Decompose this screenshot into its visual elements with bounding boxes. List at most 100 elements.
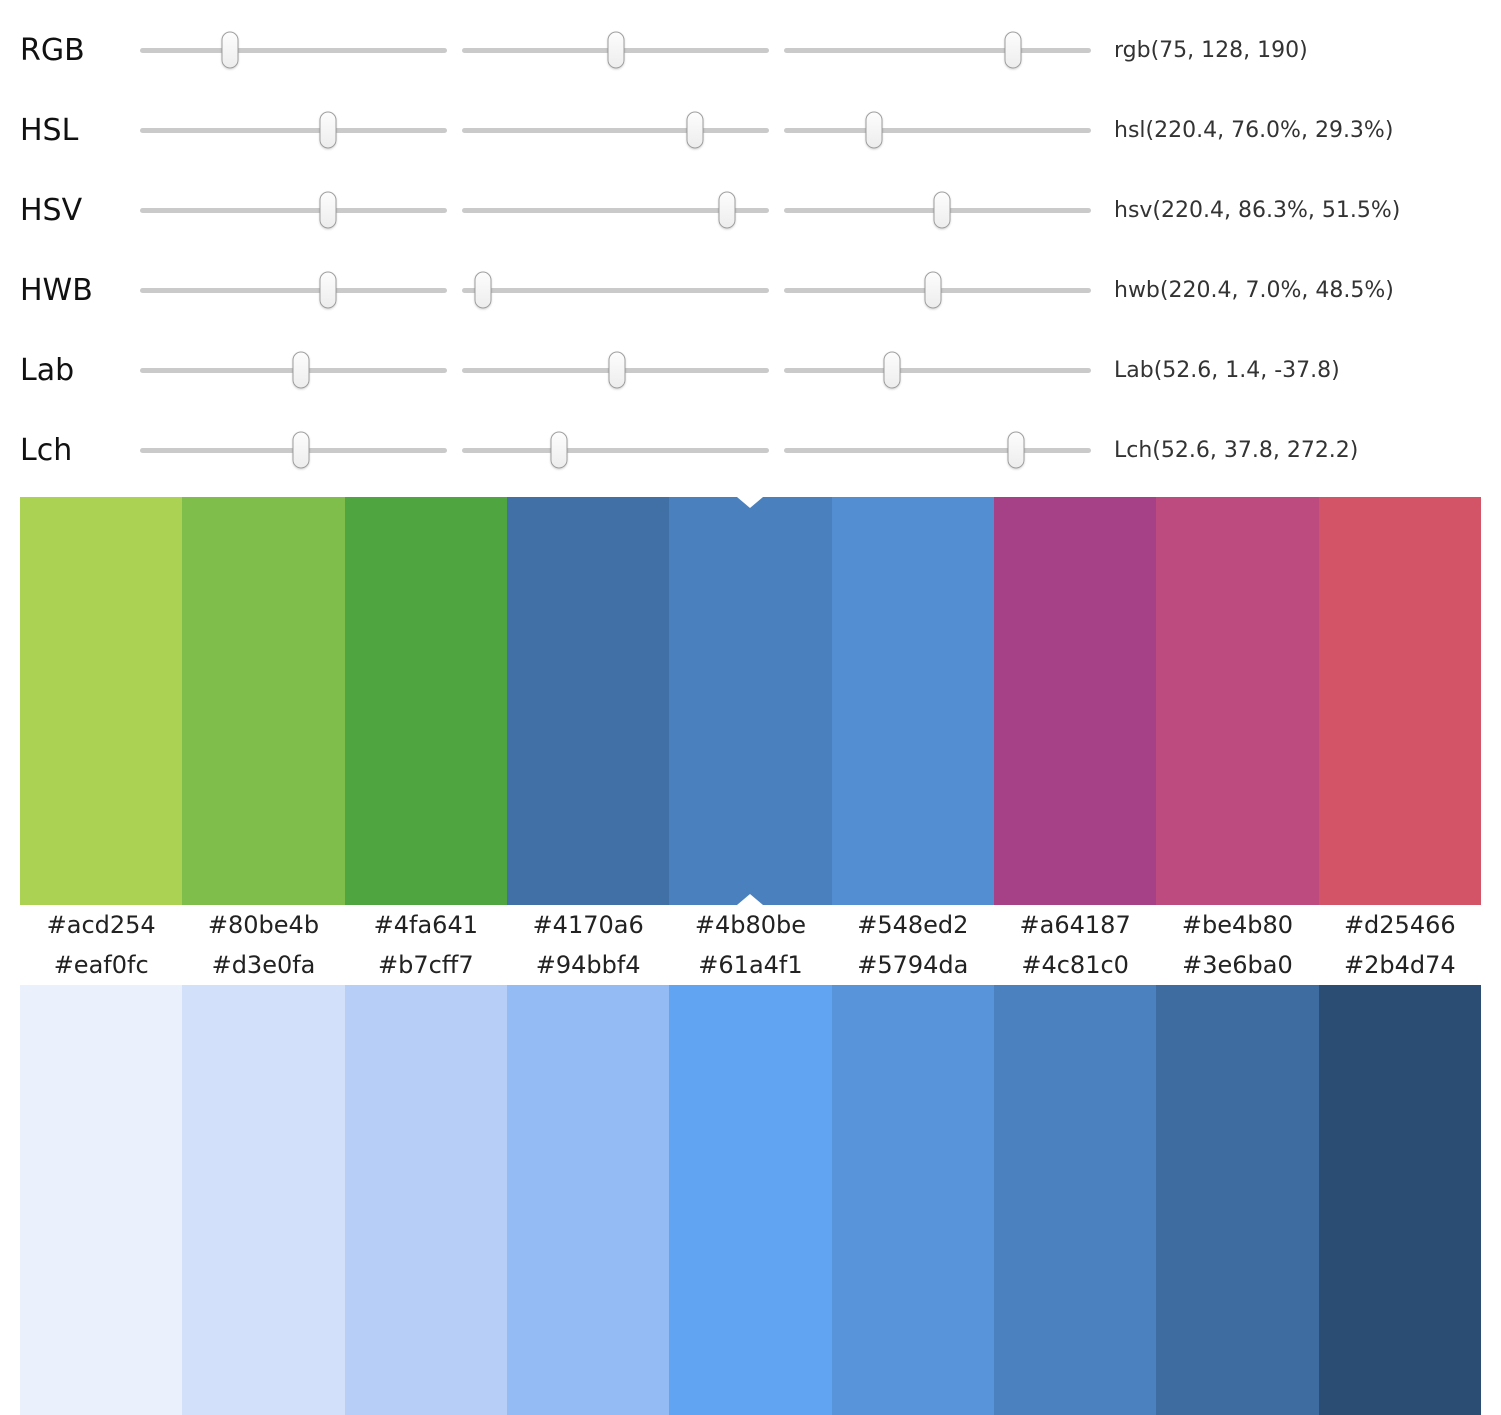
slider-thumb[interactable]	[608, 351, 626, 389]
hue-swatch[interactable]	[993, 497, 1157, 905]
slider-thumb[interactable]	[1004, 31, 1022, 69]
lightness-swatch[interactable]	[1318, 985, 1481, 1415]
hue-swatch[interactable]	[831, 497, 994, 905]
slider-track[interactable]	[462, 428, 769, 472]
slider-track[interactable]	[784, 348, 1091, 392]
hex-label: #80be4b	[207, 911, 320, 939]
slider-panel: RGB rgb(75, 128, 190) HSL	[0, 0, 1501, 490]
slider-track-line	[140, 287, 447, 293]
lightness-hex-row: #eaf0fc #d3e0fa #b7cff7 #94bbf4 #61a4f1 …	[20, 945, 1481, 985]
slider-thumb[interactable]	[292, 351, 310, 389]
hex-label: #4170a6	[532, 911, 644, 939]
slider-thumb[interactable]	[1007, 431, 1025, 469]
slider-thumb[interactable]	[550, 431, 568, 469]
color-value-text: hsv(220.4, 86.3%, 51.5%)	[1114, 197, 1401, 223]
slider-thumb[interactable]	[924, 271, 942, 309]
slider-thumb[interactable]	[319, 271, 337, 309]
slider-track-line	[462, 287, 769, 293]
slider-track[interactable]	[140, 348, 447, 392]
hex-label: #4b80be	[694, 911, 807, 939]
slider-thumb[interactable]	[883, 351, 901, 389]
lightness-swatch[interactable]	[182, 985, 345, 1415]
hex-label: #be4b80	[1181, 911, 1294, 939]
slider-track[interactable]	[784, 188, 1091, 232]
hex-label: #b7cff7	[378, 951, 474, 979]
hex-label: #d3e0fa	[211, 951, 316, 979]
lightness-swatch[interactable]	[993, 985, 1157, 1415]
slider-thumb[interactable]	[865, 111, 883, 149]
slider-track[interactable]	[462, 108, 769, 152]
slider-thumb[interactable]	[319, 111, 337, 149]
slider-row-hwb: HWB hwb(220.4, 7.0%, 48.5%)	[20, 250, 1501, 330]
slider-track-line	[784, 367, 1091, 373]
slider-thumb[interactable]	[718, 191, 736, 229]
slider-row-hsv: HSV hsv(220.4, 86.3%, 51.5%)	[20, 170, 1501, 250]
slider-thumb[interactable]	[292, 431, 310, 469]
hex-label: #3e6ba0	[1182, 951, 1293, 979]
slider-track[interactable]	[784, 268, 1091, 312]
slider-thumb[interactable]	[686, 111, 704, 149]
lightness-swatch[interactable]	[831, 985, 994, 1415]
slider-track[interactable]	[462, 188, 769, 232]
slider-track-line	[462, 447, 769, 453]
slider-track[interactable]	[140, 428, 447, 472]
hex-label: #548ed2	[857, 911, 969, 939]
hue-palette	[20, 497, 1481, 905]
slider-track[interactable]	[462, 268, 769, 312]
slider-track-line	[140, 127, 447, 133]
hue-swatch[interactable]	[669, 497, 832, 905]
colorspace-label: Lab	[20, 352, 75, 388]
colorspace-label: RGB	[20, 32, 85, 68]
slider-track[interactable]	[140, 188, 447, 232]
hue-swatch[interactable]	[182, 497, 345, 905]
lightness-swatch[interactable]	[669, 985, 832, 1415]
slider-track[interactable]	[784, 428, 1091, 472]
colorspace-label: HSL	[20, 112, 79, 148]
hue-swatch[interactable]	[20, 497, 183, 905]
slider-track[interactable]	[140, 108, 447, 152]
slider-track[interactable]	[784, 108, 1091, 152]
slider-track[interactable]	[462, 348, 769, 392]
hue-swatch[interactable]	[1318, 497, 1481, 905]
hex-label: #5794da	[857, 951, 969, 979]
slider-thumb[interactable]	[607, 31, 625, 69]
slider-thumb[interactable]	[221, 31, 239, 69]
colorspace-label: Lch	[20, 432, 73, 468]
hue-swatch[interactable]	[506, 497, 670, 905]
slider-thumb[interactable]	[319, 191, 337, 229]
hue-swatch[interactable]	[1156, 497, 1319, 905]
hex-label: #d25466	[1343, 911, 1456, 939]
lightness-swatch[interactable]	[344, 985, 507, 1415]
hex-label: #61a4f1	[698, 951, 803, 979]
slider-track-line	[140, 207, 447, 213]
slider-thumb[interactable]	[474, 271, 492, 309]
slider-track-line	[140, 47, 447, 53]
color-value-text: hwb(220.4, 7.0%, 48.5%)	[1114, 277, 1394, 303]
lightness-swatch[interactable]	[20, 985, 183, 1415]
hex-label: #4fa641	[373, 911, 478, 939]
hex-label: #acd254	[46, 911, 156, 939]
slider-track-line	[462, 207, 769, 213]
hue-swatch[interactable]	[344, 497, 507, 905]
slider-track[interactable]	[462, 28, 769, 72]
slider-track-line	[462, 127, 769, 133]
slider-row-rgb: RGB rgb(75, 128, 190)	[20, 10, 1501, 90]
hex-label: #4c81c0	[1021, 951, 1129, 979]
hex-label: #a64187	[1019, 911, 1131, 939]
slider-row-hsl: HSL hsl(220.4, 76.0%, 29.3%)	[20, 90, 1501, 170]
slider-thumb[interactable]	[933, 191, 951, 229]
lightness-swatch[interactable]	[1156, 985, 1319, 1415]
hex-label: #94bbf4	[535, 951, 641, 979]
slider-track-line	[784, 447, 1091, 453]
hex-label: #eaf0fc	[53, 951, 149, 979]
slider-track[interactable]	[784, 28, 1091, 72]
slider-track[interactable]	[140, 268, 447, 312]
color-value-text: rgb(75, 128, 190)	[1114, 37, 1308, 63]
color-value-text: Lab(52.6, 1.4, -37.8)	[1114, 357, 1340, 383]
hue-hex-row: #acd254 #80be4b #4fa641 #4170a6 #4b80be …	[20, 905, 1481, 945]
lightness-swatch[interactable]	[506, 985, 670, 1415]
hex-label: #2b4d74	[1343, 951, 1456, 979]
slider-track[interactable]	[140, 28, 447, 72]
slider-row-lch: Lch Lch(52.6, 37.8, 272.2)	[20, 410, 1501, 490]
